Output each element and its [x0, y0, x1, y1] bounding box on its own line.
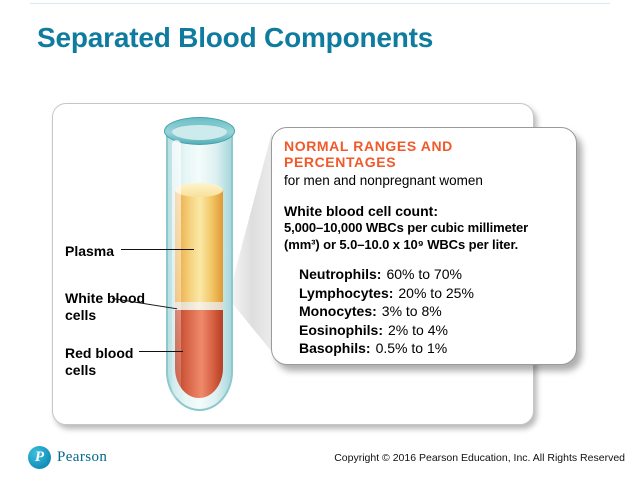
- plasma-meniscus: [175, 183, 223, 197]
- cell-type-name: Eosinophils:: [299, 321, 383, 338]
- plasma-leader-line: [121, 249, 194, 250]
- callout-subheading: for men and nonpregnant women: [284, 173, 483, 188]
- plasma-label: Plasma: [65, 243, 115, 259]
- cell-type-range: 60% to 70%: [386, 266, 462, 282]
- test-tube-rim-opening: [172, 123, 227, 140]
- list-item-monocytes: Monocytes: 3% to 8%: [299, 302, 566, 321]
- pearson-logo-icon: P: [28, 446, 51, 469]
- cell-type-range: 2% to 4%: [388, 321, 448, 338]
- pearson-logo: P Pearson: [28, 445, 107, 470]
- cell-type-range: 3% to 8%: [381, 303, 442, 320]
- callout-heading: NORMAL RANGES AND PERCENTAGES: [284, 138, 453, 170]
- cell-type-name: Lymphocytes:: [299, 284, 394, 301]
- cell-type-name: Monocytes:: [299, 303, 377, 320]
- red-blood-cells-label: Red blood cells: [65, 345, 134, 378]
- glass-highlight: [172, 140, 181, 398]
- page-title: Separated Blood Components: [37, 22, 434, 53]
- wbc-count-line2: (mm³) or 5.0–10.0 x 10⁹ WBCs per liter.: [284, 237, 519, 252]
- white-blood-cells-label: White blood cells: [65, 290, 146, 323]
- list-item-basophils: Basophils: 0.5% to 1%: [299, 339, 566, 358]
- wbc-percentages-list: Neutrophils: 60% to 70% Lymphocytes: 20% t…: [299, 265, 566, 358]
- wbc-count-line1: 5,000–10,000 WBCs per cubic millimeter: [284, 220, 529, 235]
- red-blood-cell-layer: [175, 310, 223, 398]
- list-item-neutrophils: Neutrophils: 60% to 70%: [299, 265, 566, 284]
- cell-type-name: Neutrophils:: [299, 266, 382, 282]
- normal-ranges-callout: NORMAL RANGES AND PERCENTAGES for men an…: [271, 127, 577, 365]
- copyright-text: Copyright © 2016 Pearson Education, Inc.…: [334, 452, 625, 464]
- white-blood-cell-layer: [175, 302, 223, 310]
- callout-pointer-wedge: [228, 132, 272, 352]
- top-divider-line: [30, 3, 610, 4]
- list-item-eosinophils: Eosinophils: 2% to 4%: [299, 321, 566, 340]
- cell-type-range: 0.5% to 1%: [375, 340, 448, 357]
- list-item-lymphocytes: Lymphocytes: 20% to 25%: [299, 284, 566, 303]
- pearson-wordmark: Pearson: [57, 449, 108, 465]
- wbc-count-title: White blood cell count:: [284, 203, 438, 219]
- cell-type-range: 20% to 25%: [398, 284, 474, 301]
- cell-type-name: Basophils:: [299, 340, 371, 357]
- plasma-layer: [175, 190, 223, 302]
- red-blood-cells-leader-line: [139, 351, 183, 352]
